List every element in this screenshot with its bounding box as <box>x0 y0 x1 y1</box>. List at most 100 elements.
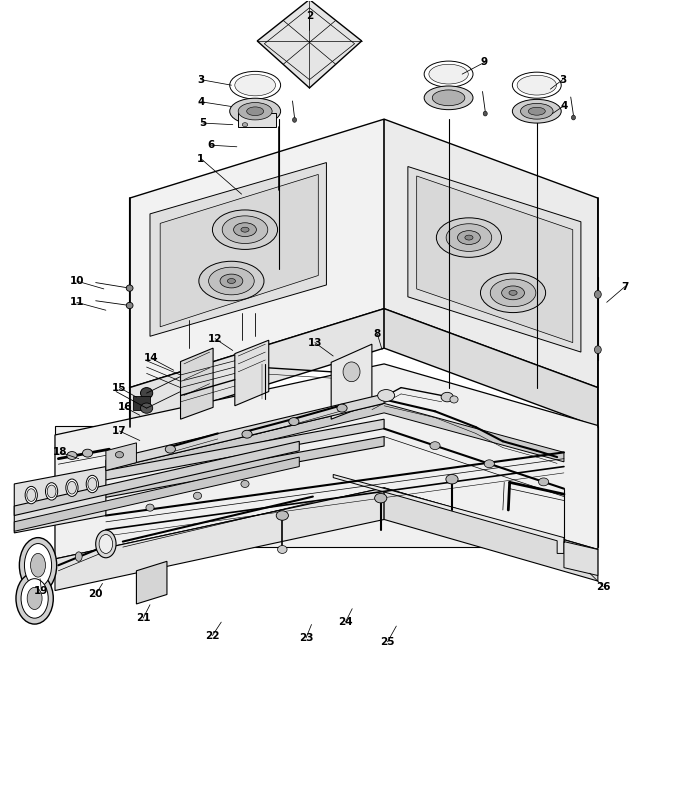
Text: 4: 4 <box>197 97 205 107</box>
Ellipse shape <box>539 478 549 486</box>
Ellipse shape <box>75 552 82 562</box>
Ellipse shape <box>292 118 296 123</box>
Ellipse shape <box>594 346 601 354</box>
Ellipse shape <box>141 403 153 413</box>
Ellipse shape <box>502 286 524 300</box>
Text: 7: 7 <box>622 282 629 292</box>
Ellipse shape <box>67 452 77 460</box>
Text: 24: 24 <box>338 617 353 627</box>
Ellipse shape <box>230 71 281 99</box>
Ellipse shape <box>96 530 116 558</box>
Ellipse shape <box>430 441 440 449</box>
Ellipse shape <box>199 261 264 301</box>
Ellipse shape <box>24 543 52 587</box>
Ellipse shape <box>437 218 502 257</box>
Ellipse shape <box>446 475 458 484</box>
Ellipse shape <box>441 392 454 402</box>
Text: 20: 20 <box>88 589 103 600</box>
Ellipse shape <box>375 494 387 503</box>
Ellipse shape <box>31 554 46 577</box>
Ellipse shape <box>86 475 99 493</box>
Polygon shape <box>14 441 299 516</box>
Text: 8: 8 <box>374 329 381 339</box>
Polygon shape <box>160 174 318 327</box>
Text: 13: 13 <box>307 338 322 347</box>
Text: 1: 1 <box>197 153 205 164</box>
Text: 2: 2 <box>306 12 313 21</box>
Text: 12: 12 <box>208 334 222 343</box>
Ellipse shape <box>27 489 35 501</box>
Text: 19: 19 <box>34 585 48 596</box>
Ellipse shape <box>242 430 252 438</box>
Bar <box>238 113 275 127</box>
Text: 14: 14 <box>144 354 158 363</box>
Text: 17: 17 <box>112 426 126 436</box>
Ellipse shape <box>66 479 78 497</box>
Polygon shape <box>14 457 299 532</box>
Polygon shape <box>137 562 167 604</box>
Ellipse shape <box>289 418 299 426</box>
Ellipse shape <box>424 86 473 110</box>
Ellipse shape <box>458 231 480 244</box>
Polygon shape <box>257 0 362 88</box>
Polygon shape <box>106 394 384 470</box>
Ellipse shape <box>46 483 58 500</box>
Ellipse shape <box>277 546 287 554</box>
Ellipse shape <box>446 224 492 252</box>
Text: 15: 15 <box>112 383 126 392</box>
Ellipse shape <box>571 115 575 120</box>
Ellipse shape <box>247 107 264 115</box>
Ellipse shape <box>126 285 133 291</box>
Polygon shape <box>564 542 598 576</box>
Ellipse shape <box>528 108 545 115</box>
Ellipse shape <box>238 103 272 120</box>
Polygon shape <box>235 340 269 406</box>
Ellipse shape <box>450 396 458 403</box>
Text: 22: 22 <box>205 630 220 641</box>
Polygon shape <box>408 167 581 352</box>
Text: 6: 6 <box>207 140 215 150</box>
Ellipse shape <box>116 452 124 458</box>
Polygon shape <box>55 488 384 591</box>
Text: 5: 5 <box>199 118 207 128</box>
Polygon shape <box>331 344 372 419</box>
Ellipse shape <box>343 362 360 382</box>
Ellipse shape <box>337 404 347 412</box>
Ellipse shape <box>209 267 254 295</box>
Ellipse shape <box>141 388 153 399</box>
Text: 3: 3 <box>197 74 205 85</box>
Ellipse shape <box>47 485 56 498</box>
Ellipse shape <box>16 573 53 624</box>
Ellipse shape <box>276 511 288 520</box>
Polygon shape <box>41 419 384 492</box>
Text: 26: 26 <box>596 581 611 592</box>
Ellipse shape <box>21 579 48 619</box>
Ellipse shape <box>235 74 275 96</box>
Polygon shape <box>14 467 106 533</box>
Ellipse shape <box>165 445 175 453</box>
Ellipse shape <box>241 227 249 232</box>
Ellipse shape <box>234 223 256 237</box>
Ellipse shape <box>594 290 601 298</box>
Ellipse shape <box>520 104 553 119</box>
Text: 3: 3 <box>559 74 566 85</box>
Ellipse shape <box>99 535 113 554</box>
Ellipse shape <box>230 98 281 124</box>
Text: 23: 23 <box>299 633 313 643</box>
Text: 16: 16 <box>118 403 132 412</box>
Ellipse shape <box>483 112 488 116</box>
Polygon shape <box>384 488 598 581</box>
Ellipse shape <box>517 75 556 95</box>
Polygon shape <box>333 475 564 554</box>
Text: 21: 21 <box>136 613 150 623</box>
Ellipse shape <box>484 460 494 467</box>
Ellipse shape <box>241 480 249 487</box>
Ellipse shape <box>25 486 37 504</box>
Ellipse shape <box>222 216 268 244</box>
Polygon shape <box>180 348 213 419</box>
Ellipse shape <box>82 449 92 457</box>
Polygon shape <box>384 308 598 427</box>
Ellipse shape <box>429 64 469 84</box>
Text: 18: 18 <box>53 448 68 457</box>
Ellipse shape <box>424 61 473 87</box>
